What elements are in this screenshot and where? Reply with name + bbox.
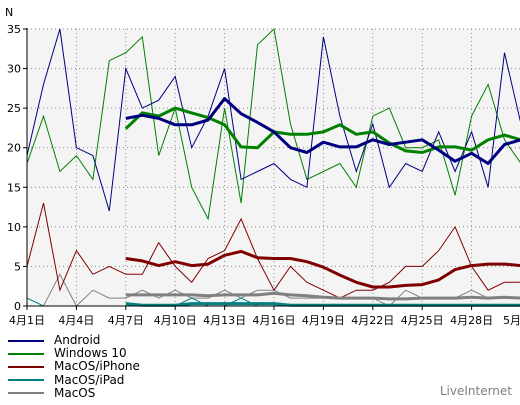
- credit-text: LiveInternet: [439, 384, 512, 398]
- y-tick-label: 15: [7, 181, 21, 194]
- average-line: [125, 249, 520, 289]
- legend-swatch: [8, 365, 44, 368]
- y-tick-label: 20: [7, 142, 21, 155]
- legend-swatch: [8, 339, 44, 342]
- average-line: [125, 302, 520, 307]
- legend-label: Android: [54, 333, 101, 347]
- legend-label: MacOS/iPhone: [54, 359, 140, 374]
- legend-item: Windows 10: [8, 346, 140, 361]
- legend-item: Android: [8, 333, 140, 347]
- y-tick-label: 25: [7, 102, 21, 115]
- axes: 0 5 10 15 20 25 30 35 4月1日 4月4日 4月7日 4月10日 4月13日 4月16…: [7, 23, 520, 327]
- y-tick-label: 5: [14, 260, 21, 273]
- legend-swatch: [8, 352, 44, 355]
- average-line: [125, 97, 520, 165]
- x-tick-label: 4月16日: [253, 314, 296, 327]
- series-line: [26, 28, 520, 212]
- series-line: [26, 202, 520, 299]
- legend-label: Windows 10: [54, 346, 127, 361]
- x-tick-label: 4月4日: [58, 314, 94, 327]
- x-tick-label: 4月28日: [450, 314, 493, 327]
- average-line: [125, 291, 520, 301]
- y-tick-label: 0: [14, 300, 21, 313]
- y-axis-label: N: [5, 6, 13, 19]
- y-tick-label: 10: [7, 221, 21, 234]
- x-tick-label: 4月19日: [302, 314, 345, 327]
- y-tick-label: 30: [7, 63, 21, 76]
- y-tick-label: 35: [7, 23, 21, 36]
- legend: Android Windows 10 MacOS/iPhone MacOS/iP…: [8, 333, 140, 400]
- x-tick-label: 4月10日: [154, 314, 197, 327]
- legend-label: MacOS/iPad: [54, 372, 125, 387]
- legend-item: MacOS: [8, 385, 140, 400]
- x-tick-label: 4月25日: [401, 314, 444, 327]
- average-line: [124, 106, 520, 154]
- legend-item: MacOS/iPhone: [8, 360, 140, 373]
- legend-item: MacOS/iPad: [8, 372, 140, 387]
- plot-area: [27, 29, 520, 306]
- x-tick-label: 4月7日: [108, 314, 144, 327]
- legend-swatch: [8, 379, 44, 382]
- legend-swatch: [8, 392, 44, 395]
- x-tick-label: 5月1日: [503, 314, 520, 327]
- legend-label: MacOS: [54, 385, 96, 400]
- x-tick-label: 4月22日: [351, 314, 394, 327]
- average-series: [124, 97, 520, 307]
- series-line: [26, 27, 520, 221]
- x-tick-label: 4月1日: [9, 314, 45, 327]
- x-tick-label: 4月13日: [203, 314, 246, 327]
